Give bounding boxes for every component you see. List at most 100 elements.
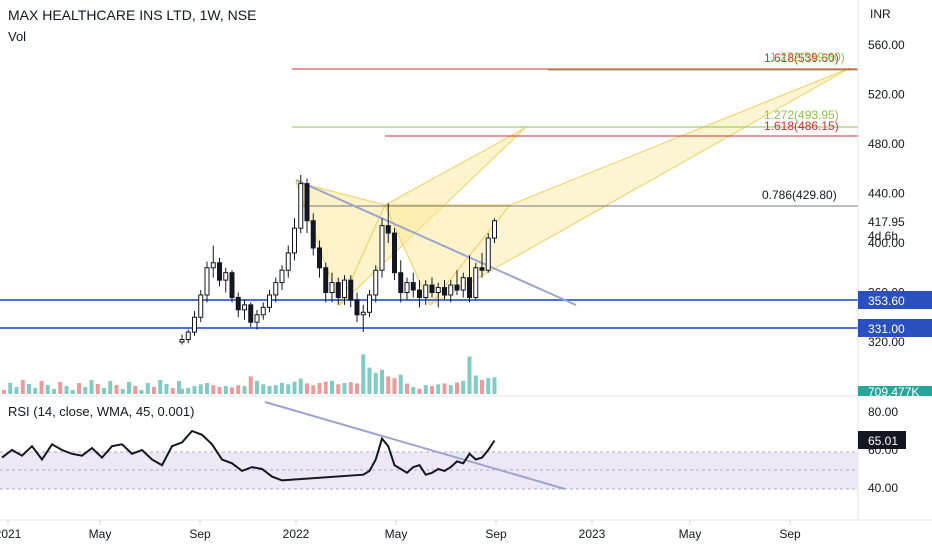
candle-body [473,267,479,298]
candle-body [285,252,291,271]
candle-body [454,284,460,291]
candle-body [192,316,197,333]
volume-bar [286,384,291,394]
volume-bar [486,378,491,394]
candle-body [485,237,491,271]
volume-bar [83,387,88,394]
candle-body [467,277,472,298]
time-tick-label: Sep [485,527,507,541]
candle-body [179,339,185,343]
volume-bar [423,385,428,394]
candle-body [354,299,360,316]
volume-bar [95,384,100,394]
volume-bar [305,383,309,394]
candle-body [229,272,235,298]
candle-body [479,267,485,271]
candle-body [242,304,247,311]
rsi-current-tag: 65.01 [868,434,898,448]
price-axis[interactable]: 560.00520.00480.00440.00400.00360.00320.… [868,38,905,349]
volume-bar [298,378,303,394]
fib-labels: 1.618(539.60) 1.272(539.60) 1.272(493.95… [762,50,845,202]
volume-bar [473,375,478,394]
volume-bar [461,380,466,394]
support-high-tag: 353.60 [868,294,905,308]
volume-bar [39,381,44,394]
candle-body [217,262,222,281]
volume-bar [455,382,459,394]
volume-tag-bg [858,386,932,396]
rsi-label[interactable]: RSI (14, close, WMA, 45, 0.001) [8,404,195,419]
candle-body [248,304,254,323]
price-tick-label: 520.00 [868,88,905,102]
time-axis[interactable]: 2021 May Sep 2022 May Sep 2023 May Sep [0,520,801,541]
chart-title[interactable]: MAX HEALTHCARE INS LTD, 1W, NSE [8,7,257,23]
volume-bar [386,376,391,394]
volume-bar [417,388,422,394]
volume-bar [102,388,106,394]
candle-body [417,289,422,298]
volume-label: Vol [8,29,27,44]
volume-bar [64,386,69,394]
candle-body [373,269,379,296]
volume-bar [411,386,416,394]
harmonic-pattern [295,67,851,307]
volume-bar [58,382,63,394]
candle-body [273,282,279,296]
candle-body [298,183,304,229]
volume-bar [355,383,359,394]
volume-bar [267,386,272,394]
volume-bar [323,381,328,394]
fib-label-0786: 0.786(429.80) [762,188,837,202]
volume-bar [430,386,434,394]
volume-bar [114,385,119,394]
volume-bars [2,354,497,394]
volume-bar [8,383,13,394]
candle-body [379,225,385,271]
candle-body [442,287,447,296]
volume-bar [261,384,266,394]
volume-bar [20,380,25,394]
candle-body [317,247,322,269]
volume-bar [255,380,259,394]
volume-bar [133,386,138,394]
volume-bar [248,376,253,394]
rsi-trendline[interactable] [264,401,566,490]
volume-bar [217,386,222,394]
candle-body [460,277,466,291]
volume-bar [348,382,353,394]
rsi-line [1,429,496,482]
volume-bar [145,383,150,394]
candle-body [223,272,229,281]
volume-bar [405,383,409,394]
candle-body [360,311,366,316]
volume-bar [361,354,366,394]
volume-bar [186,387,191,394]
fib-label-1618-top: 1.618(539.60) [764,51,839,65]
volume-bar [70,390,75,394]
volume-bar [242,386,247,394]
fib-label-1272-mid: 1.272(493.95) [764,108,839,122]
volume-bar [77,383,81,394]
candle-body [279,269,285,284]
volume-bar [192,386,197,394]
candle-body [429,284,435,294]
candle-body [185,331,191,341]
fib-label-1272-top: 1.272(539.60) [770,50,845,64]
rsi-current-tag-bg [858,431,906,449]
volume-bar [392,378,397,394]
fib-lines[interactable] [292,68,858,207]
time-tick-label: Sep [779,527,801,541]
volume-bar [14,387,19,394]
fib-label-1618-mid: 1.618(486.15) [764,119,839,133]
candle-body [235,296,241,311]
candle-body [335,282,341,298]
price-tick-label: 400.00 [868,236,905,250]
volume-bar [152,387,156,394]
volume-bar [336,384,341,394]
countdown-tag: 4d 6h [868,229,898,243]
volume-bar [139,390,144,394]
volume-bar [380,369,384,394]
price-trendline[interactable] [295,179,577,306]
